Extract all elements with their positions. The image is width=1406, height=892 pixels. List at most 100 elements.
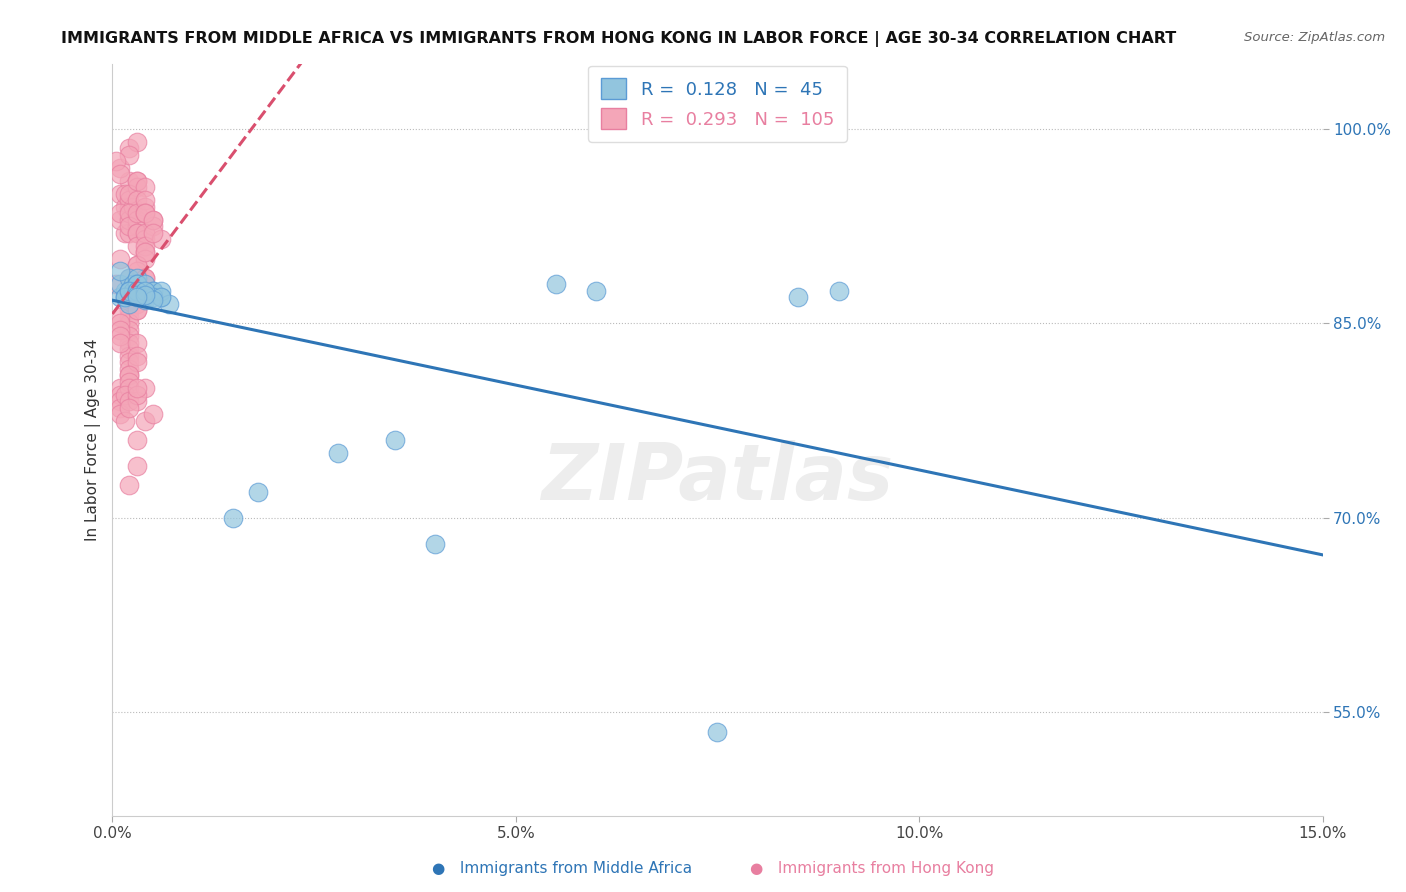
- Text: ●   Immigrants from Middle Africa: ● Immigrants from Middle Africa: [432, 861, 693, 876]
- Legend: R =  0.128   N =  45, R =  0.293   N =  105: R = 0.128 N = 45, R = 0.293 N = 105: [588, 66, 846, 142]
- Point: [142, 284, 165, 298]
- Point: [134, 232, 156, 246]
- Point: [134, 271, 156, 285]
- Point: [125, 258, 148, 272]
- Point: [125, 284, 148, 298]
- Point: [125, 355, 148, 369]
- Point: [114, 186, 136, 201]
- Point: [423, 537, 446, 551]
- Point: [117, 219, 139, 233]
- Point: [114, 413, 136, 427]
- Point: [125, 277, 148, 292]
- Point: [125, 387, 148, 401]
- Point: [110, 387, 132, 401]
- Point: [117, 355, 139, 369]
- Point: [134, 413, 156, 427]
- Point: [125, 258, 148, 272]
- Point: [117, 361, 139, 376]
- Point: [125, 174, 148, 188]
- Point: [114, 290, 136, 304]
- Text: IMMIGRANTS FROM MIDDLE AFRICA VS IMMIGRANTS FROM HONG KONG IN LABOR FORCE | AGE : IMMIGRANTS FROM MIDDLE AFRICA VS IMMIGRA…: [60, 31, 1177, 47]
- Point: [134, 290, 156, 304]
- Point: [117, 226, 139, 240]
- Point: [134, 193, 156, 207]
- Point: [246, 484, 269, 499]
- Point: [117, 148, 139, 162]
- Point: [114, 226, 136, 240]
- Point: [125, 212, 148, 227]
- Y-axis label: In Labor Force | Age 30-34: In Labor Force | Age 30-34: [86, 339, 101, 541]
- Point: [117, 401, 139, 415]
- Point: [149, 284, 172, 298]
- Point: [125, 206, 148, 220]
- Point: [125, 303, 148, 318]
- Point: [117, 284, 139, 298]
- Point: [142, 293, 165, 307]
- Point: [117, 349, 139, 363]
- Point: [117, 284, 139, 298]
- Point: [125, 284, 148, 298]
- Point: [110, 206, 132, 220]
- Point: [117, 329, 139, 343]
- Point: [117, 200, 139, 214]
- Point: [117, 375, 139, 389]
- Point: [125, 381, 148, 395]
- Point: [110, 316, 132, 330]
- Point: [117, 368, 139, 383]
- Point: [125, 290, 148, 304]
- Point: [149, 290, 172, 304]
- Point: [117, 212, 139, 227]
- Point: [117, 206, 139, 220]
- Point: [110, 310, 132, 324]
- Point: [134, 206, 156, 220]
- Point: [134, 245, 156, 260]
- Point: [121, 200, 143, 214]
- Point: [125, 284, 148, 298]
- Point: [134, 200, 156, 214]
- Point: [125, 226, 148, 240]
- Point: [125, 394, 148, 409]
- Point: [125, 290, 148, 304]
- Point: [125, 303, 148, 318]
- Point: [125, 271, 148, 285]
- Point: [117, 297, 139, 311]
- Point: [110, 329, 132, 343]
- Point: [134, 238, 156, 252]
- Point: [142, 212, 165, 227]
- Point: [384, 433, 406, 447]
- Point: [117, 310, 139, 324]
- Point: [114, 284, 136, 298]
- Point: [117, 193, 139, 207]
- Point: [125, 290, 148, 304]
- Point: [125, 287, 148, 301]
- Point: [117, 394, 139, 409]
- Point: [125, 264, 148, 278]
- Point: [117, 303, 139, 318]
- Point: [787, 290, 810, 304]
- Point: [142, 212, 165, 227]
- Point: [105, 277, 128, 292]
- Point: [125, 277, 148, 292]
- Point: [125, 284, 148, 298]
- Point: [134, 290, 156, 304]
- Point: [110, 290, 132, 304]
- Point: [110, 394, 132, 409]
- Point: [117, 284, 139, 298]
- Point: [134, 180, 156, 194]
- Point: [142, 290, 165, 304]
- Point: [149, 232, 172, 246]
- Point: [134, 287, 156, 301]
- Point: [125, 284, 148, 298]
- Point: [117, 335, 139, 350]
- Point: [134, 290, 156, 304]
- Point: [157, 297, 180, 311]
- Point: [110, 407, 132, 421]
- Point: [125, 193, 148, 207]
- Point: [125, 297, 148, 311]
- Point: [125, 433, 148, 447]
- Text: Source: ZipAtlas.com: Source: ZipAtlas.com: [1244, 31, 1385, 45]
- Point: [142, 284, 165, 298]
- Point: [110, 161, 132, 175]
- Point: [125, 180, 148, 194]
- Point: [117, 368, 139, 383]
